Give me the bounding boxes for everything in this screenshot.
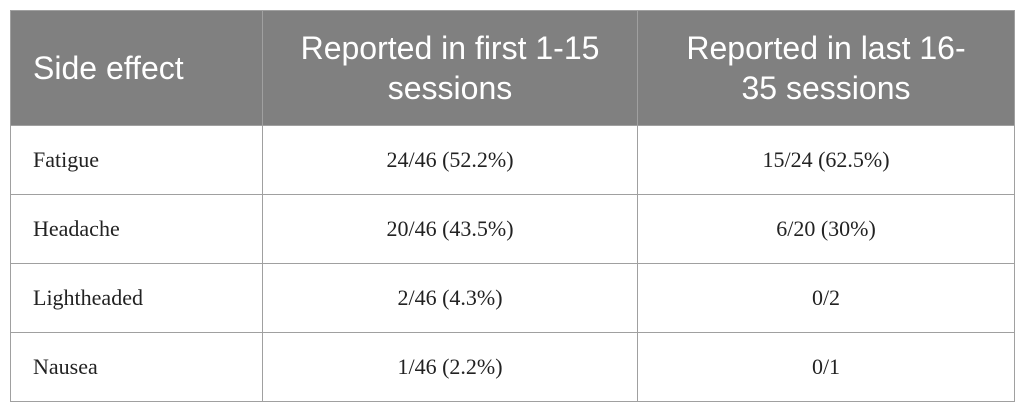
table-cell: Headache [10, 194, 263, 264]
table-row: Headache 20/46 (43.5%) 6/20 (30%) [10, 194, 1015, 264]
table-cell: 0/1 [637, 332, 1015, 402]
table-cell: 1/46 (2.2%) [262, 332, 638, 402]
table-cell: 20/46 (43.5%) [262, 194, 638, 264]
table-cell: Nausea [10, 332, 263, 402]
table-body: Fatigue 24/46 (52.2%) 15/24 (62.5%) Headach… [10, 125, 1015, 402]
table-cell: 2/46 (4.3%) [262, 263, 638, 333]
table-cell: 24/46 (52.2%) [262, 125, 638, 195]
header-row: Side effect Reported in first 1-15 sessi… [10, 10, 1015, 126]
header-cell: Side effect [10, 10, 263, 126]
table-cell: Fatigue [10, 125, 263, 195]
table-cell: 6/20 (30%) [637, 194, 1015, 264]
table-header: Side effect Reported in first 1-15 sessi… [10, 10, 1015, 126]
table-row: Lightheaded 2/46 (4.3%) 0/2 [10, 263, 1015, 333]
side-effects-table: Side effect Reported in first 1-15 sessi… [10, 10, 1015, 402]
table-cell: 15/24 (62.5%) [637, 125, 1015, 195]
table-row: Nausea 1/46 (2.2%) 0/1 [10, 332, 1015, 402]
table-cell: Lightheaded [10, 263, 263, 333]
header-cell: Reported in first 1-15 sessions [262, 10, 638, 126]
table-row: Fatigue 24/46 (52.2%) 15/24 (62.5%) [10, 125, 1015, 195]
header-cell: Reported in last 16-35 sessions [637, 10, 1015, 126]
table-cell: 0/2 [637, 263, 1015, 333]
